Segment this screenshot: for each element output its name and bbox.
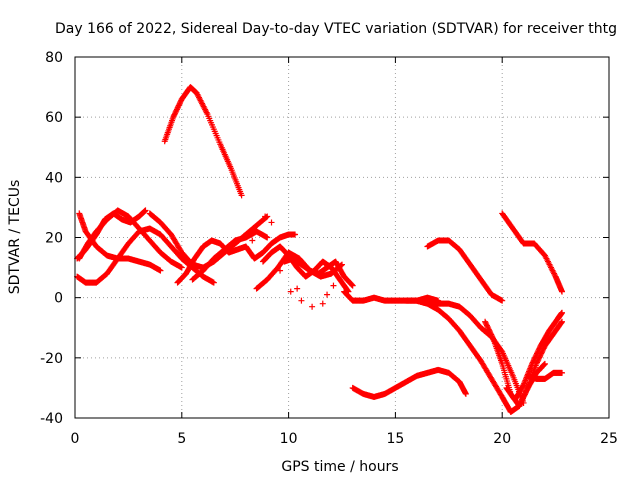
series-arc7 [174,231,299,286]
x-axis-label: GPS time / hours [281,459,398,475]
y-tick-label: -20 [40,351,63,367]
y-tick-label: 0 [54,291,63,307]
data-point [178,264,185,271]
y-tick-label: 80 [45,50,63,66]
series-arc20 [349,366,469,400]
data-point [262,213,269,220]
series-arc5 [74,207,149,262]
y-axis-label: SDTVAR / TECUs [7,180,23,295]
series-arc15 [482,318,566,409]
data-point [349,282,356,289]
grid [75,57,609,418]
x-tick-label: 5 [177,431,186,447]
data-point [287,288,294,295]
series-arc19 [524,369,566,382]
data-point [348,281,355,288]
data-point [330,282,337,289]
y-tick-label: 40 [45,170,63,186]
data-point [277,267,284,274]
data-point [540,362,547,369]
series-arc1 [161,84,245,199]
data-point [142,207,149,214]
series-arc18 [499,210,566,295]
data-point [263,214,270,221]
data-marks [74,84,566,415]
y-tick-label: 60 [45,110,63,126]
series-arc11 [281,255,356,289]
series-arc3 [76,207,185,271]
data-point [309,303,316,310]
data-point [558,319,565,326]
data-point [524,386,531,393]
series-scatter [249,213,337,310]
data-point [324,291,331,298]
x-tick-label: 0 [71,431,80,447]
data-point [349,281,356,288]
data-point [462,390,469,397]
data-point [268,219,275,226]
y-tick-label: -40 [40,411,63,427]
plot-frame [74,56,610,419]
data-point [298,297,305,304]
data-point [264,234,271,241]
series-arc14 [413,297,548,415]
series-arc16 [503,309,566,403]
chart-title: Day 166 of 2022, Sidereal Day-to-day VTE… [55,21,617,37]
data-point [559,309,566,316]
data-point [559,318,566,325]
series-arc8 [189,228,271,283]
x-tick-label: 25 [600,431,618,447]
data-point [490,335,497,342]
data-point [559,369,566,376]
y-tick-label: 20 [45,231,63,247]
x-tick-label: 15 [386,431,404,447]
data-point [319,300,326,307]
data-point [294,285,301,292]
data-point [559,288,566,295]
x-tick-label: 20 [493,431,511,447]
data-point [249,237,256,244]
data-point [210,279,217,286]
series-arc12 [341,288,442,304]
series-arc17 [424,237,506,304]
data-point [157,267,164,274]
axis-ticks: 0 5 10 15 20 25 -40 -20 0 20 40 60 80 [40,50,618,447]
data-point [541,360,548,367]
data-point [499,297,506,304]
data-point [541,361,548,368]
data-point [292,231,299,238]
x-tick-label: 10 [280,431,298,447]
data-point [238,192,245,199]
